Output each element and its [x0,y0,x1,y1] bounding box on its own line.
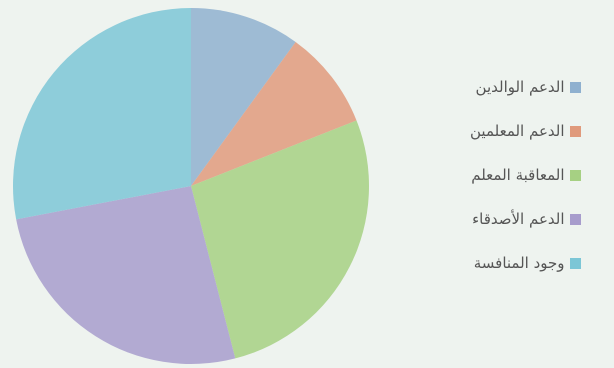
pie-slice-0 [191,7,296,186]
legend-label: الدعم الوالدين [475,78,565,96]
legend-item-teachers: الدعم المعلمين [470,120,581,142]
legend-swatch [569,125,581,137]
legend-item-competition: وجود المنافسة [470,252,581,274]
legend-item-teacher-punishment: المعاقبة المعلم [470,164,581,186]
legend-label: المعاقبة المعلم [471,166,565,184]
legend-item-parents: الدعم الوالدين [470,76,581,98]
pie-slice-1 [191,41,357,186]
legend-item-friends: الدعم الأصدقاء [470,208,581,230]
legend-swatch [569,81,581,93]
pie-slice-2 [191,120,370,359]
pie-slice-4 [12,8,191,220]
pie-slices [12,7,370,365]
pie-slice-3 [16,186,236,365]
legend-label: الدعم الأصدقاء [472,210,565,228]
legend: الدعم الوالدين الدعم المعلمين المعاقبة ا… [470,76,581,296]
legend-label: الدعم المعلمين [470,122,565,140]
legend-swatch [569,213,581,225]
legend-swatch [569,257,581,269]
legend-label: وجود المنافسة [473,254,565,272]
legend-swatch [569,169,581,181]
